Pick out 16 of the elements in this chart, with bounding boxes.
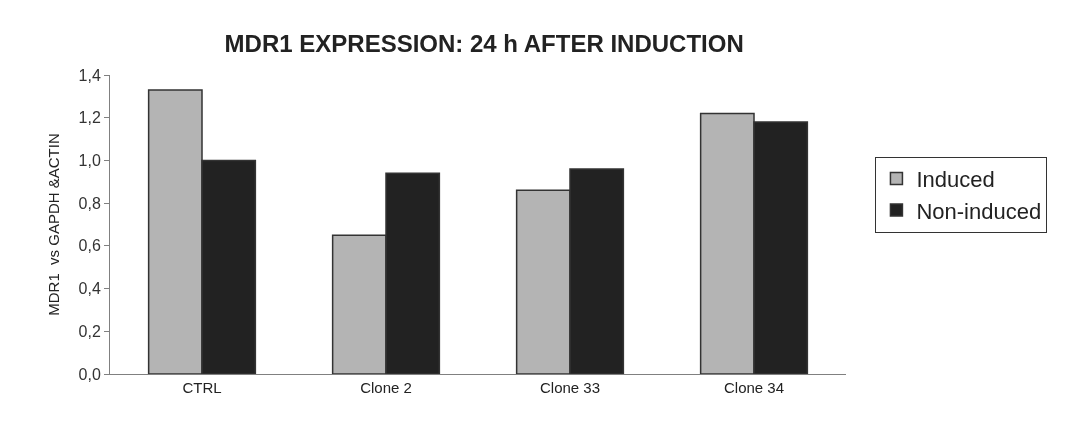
y-tick-label: 0,6 <box>78 237 101 255</box>
x-tick-label: Clone 33 <box>539 379 601 396</box>
y-tick-label: 0,8 <box>78 194 101 212</box>
y-tick-label: 1,2 <box>78 109 101 127</box>
x-tick-label: Clone 2 <box>360 379 412 396</box>
y-tick-label: 0,2 <box>78 322 101 340</box>
x-tick-label: Clone 34 <box>723 379 785 396</box>
y-tick-label: 1,4 <box>78 66 101 84</box>
y-tick-label: 1,0 <box>78 152 101 170</box>
y-tick-label: 0,4 <box>78 280 101 298</box>
legend-label: Induced <box>916 166 995 192</box>
chart-title: MDR1 EXPRESSION: 24 h AFTER INDUCTION <box>224 29 744 57</box>
x-tick-label: CTRL <box>182 379 222 396</box>
y-axis-title: MDR1 vs GAPDH &ACTIN <box>44 133 62 316</box>
legend-label: Non-induced <box>916 198 1042 224</box>
y-tick-label: 0,0 <box>78 365 101 383</box>
